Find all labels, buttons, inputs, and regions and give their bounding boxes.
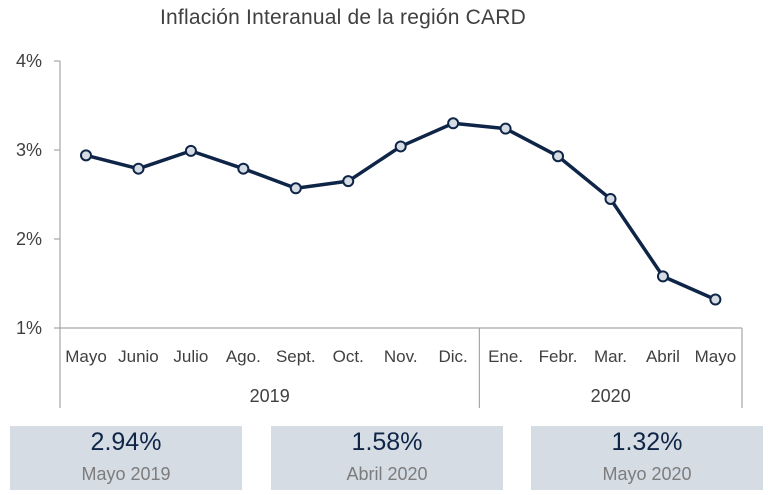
data-point — [394, 140, 407, 153]
x-tick-label: Abril — [646, 347, 680, 366]
x-tick-label: Ene. — [488, 347, 523, 366]
summary-card-label: Mayo 2020 — [602, 464, 692, 484]
summary-card-value: 1.58% — [351, 428, 423, 456]
data-point — [447, 117, 460, 130]
y-tick-label: 3% — [16, 140, 42, 160]
x-tick-label: Sept. — [276, 347, 316, 366]
x-tick-label: Nov. — [384, 347, 418, 366]
data-point — [184, 144, 197, 157]
summary-card-mayo-2019: 2.94% Mayo 2019 — [10, 426, 242, 490]
y-tick-label: 2% — [16, 229, 42, 249]
x-tick-label: Febr. — [539, 347, 578, 366]
chart-title: Inflación Interanual de la región CARD — [160, 6, 526, 29]
x-tick-label: Mayo — [695, 347, 737, 366]
y-tick-label: 4% — [16, 51, 42, 71]
x-tick-label: Oct. — [333, 347, 364, 366]
line-chart: 1% 2% 3% 4% Mayo Junio Julio Ago. Sept. Oct. Nov. D… — [16, 51, 743, 408]
x-tick-label: Mar. — [594, 347, 627, 366]
y-tick-label: 1% — [16, 318, 42, 338]
summary-card-value: 2.94% — [90, 428, 162, 456]
data-point — [709, 293, 722, 306]
x-group-label: 2020 — [591, 386, 631, 406]
data-point — [289, 182, 302, 195]
x-tick-label: Ago. — [226, 347, 261, 366]
data-point — [342, 175, 355, 188]
data-point — [552, 150, 565, 163]
x-tick-label: Mayo — [65, 347, 107, 366]
summary-card-mayo-2020: 1.32% Mayo 2020 — [531, 426, 763, 490]
x-tick-label: Dic. — [439, 347, 468, 366]
data-point — [604, 192, 617, 205]
summary-card-value: 1.32% — [611, 428, 683, 456]
x-tick-label: Junio — [118, 347, 159, 366]
data-point — [499, 122, 512, 135]
x-tick-label: Julio — [173, 347, 208, 366]
summary-card-label: Mayo 2019 — [81, 464, 171, 484]
data-point — [237, 162, 250, 175]
data-point — [132, 162, 145, 175]
summary-card-label: Abril 2020 — [346, 464, 428, 484]
x-group-label: 2019 — [250, 386, 290, 406]
data-point — [80, 149, 92, 162]
data-point — [656, 270, 669, 283]
summary-card-abril-2020: 1.58% Abril 2020 — [271, 426, 503, 490]
